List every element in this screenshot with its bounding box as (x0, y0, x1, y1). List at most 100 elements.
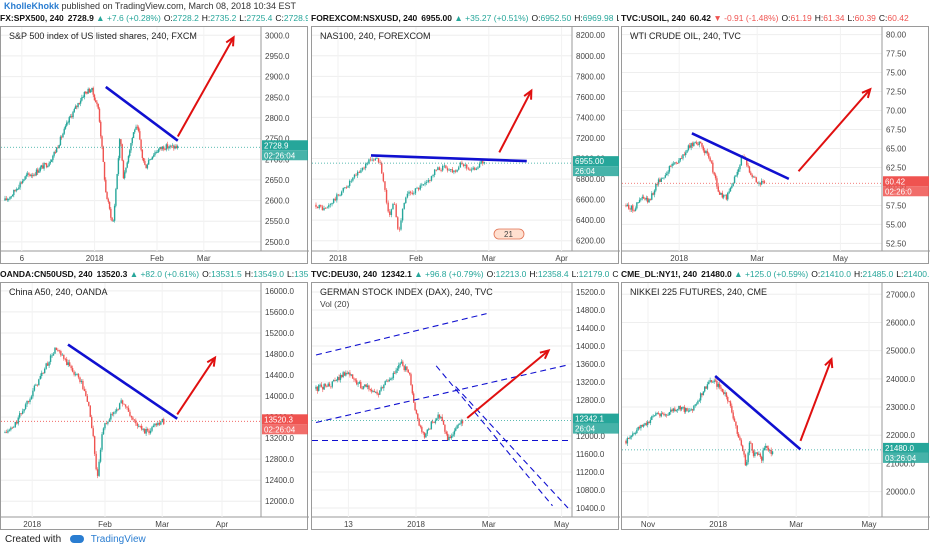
candle (50, 160, 53, 162)
candle (371, 159, 373, 161)
candle (756, 452, 759, 455)
y-tick-label: 2600.0 (265, 197, 290, 206)
trendline[interactable] (67, 343, 178, 420)
candle (336, 194, 338, 201)
y-tick-label: 2900.0 (265, 73, 290, 82)
forecast-arrow[interactable] (498, 90, 533, 153)
forecast-arrow[interactable] (466, 349, 550, 419)
chart-svg[interactable]: 16000.0 15600.0 15200.0 14800.0 14400.0 14000… (1, 283, 309, 531)
price-label: 13520.3 (264, 415, 293, 424)
candle (664, 175, 667, 178)
candle (342, 372, 344, 378)
y-tick-label: 7800.00 (576, 72, 605, 81)
candle (640, 424, 642, 429)
channel-line[interactable] (315, 313, 487, 356)
candle (79, 100, 82, 104)
last-price: 13520.3 (96, 269, 128, 279)
bar-countdown: 26:04 (575, 425, 596, 434)
candle (736, 171, 738, 176)
plot-area[interactable]: 27000.0 26000.0 25000.0 24000.0 23000.0 22000… (621, 282, 930, 531)
candle (444, 424, 446, 432)
candle (89, 90, 92, 93)
chart-svg[interactable]: 80.00 77.50 75.00 72.50 70.00 67.50 65.00 62.50… (622, 27, 930, 265)
symbol-name[interactable]: FX:SPX500, 240 (0, 13, 64, 23)
candle (96, 102, 98, 105)
symbol-name[interactable]: CME_DL:NY1!, 240 (621, 269, 698, 279)
y-tick-label: 55.00 (886, 220, 907, 229)
candle (158, 149, 160, 152)
candle (478, 163, 481, 168)
candle (61, 136, 63, 138)
channel-line[interactable] (435, 365, 553, 507)
forecast-arrow[interactable] (176, 36, 235, 138)
plot-area[interactable]: 8200.00 8000.00 7800.00 7600.00 7400.00 7200.… (311, 26, 620, 265)
plot-area[interactable]: 16000.0 15600.0 15200.0 14800.0 14400.0 14000… (0, 282, 309, 531)
candle (360, 170, 362, 173)
arrow-head (861, 87, 872, 99)
candle (357, 383, 359, 385)
x-tick-label: 2018 (86, 254, 104, 263)
candle (11, 194, 14, 197)
trendline[interactable] (370, 154, 527, 163)
tradingview-link[interactable]: TradingView (90, 534, 146, 545)
candle (379, 162, 381, 164)
chart-svg[interactable]: 8200.00 8000.00 7800.00 7600.00 7400.00 7200.… (312, 27, 620, 265)
candle (52, 155, 54, 161)
candle (461, 162, 463, 165)
x-tick-label: Mar (155, 520, 169, 529)
candle (110, 208, 112, 218)
candle (675, 162, 677, 164)
channel-line[interactable] (315, 364, 569, 424)
chart-title: NIKKEI 225 FUTURES, 240, CME (630, 287, 768, 297)
forecast-arrow[interactable] (799, 358, 833, 442)
forecast-arrow[interactable] (176, 357, 216, 416)
symbol-name[interactable]: OANDA:CN50USD, 240 (0, 269, 93, 279)
symbol-name[interactable]: TVC:USOIL, 240 (621, 13, 686, 23)
author-link[interactable]: KholleKhokk (4, 1, 60, 11)
price-change: +7.6 (+0.28%) (106, 13, 161, 23)
trendline[interactable] (714, 375, 802, 451)
candle (376, 391, 378, 394)
event-badge-icon[interactable] (493, 228, 525, 240)
candle (43, 163, 45, 169)
candle (73, 371, 75, 375)
candle (315, 204, 317, 207)
arrow-head (225, 35, 235, 47)
candle (30, 175, 33, 177)
candle (142, 429, 144, 430)
candle (452, 434, 454, 437)
candle (4, 432, 6, 434)
candle (760, 180, 763, 185)
y-tick-label: 8200.00 (576, 31, 605, 40)
candle (331, 202, 333, 205)
chart-svg[interactable]: 3000.02950.02900.02850.02800.02750.02700… (1, 27, 309, 265)
trendline[interactable] (105, 85, 179, 142)
plot-area[interactable]: 3000.02950.02900.02850.02800.02750.02700… (0, 26, 309, 265)
candle (398, 365, 400, 369)
candle (23, 408, 25, 412)
candle (403, 365, 405, 371)
candle (731, 405, 733, 413)
chart-svg[interactable]: 15200.0 14800.0 14400.0 14000.0 13600.0 13200… (312, 283, 620, 531)
channel-line[interactable] (455, 386, 569, 509)
candle (649, 199, 652, 201)
candle (111, 413, 114, 415)
candle (725, 194, 728, 200)
chart-svg[interactable]: 27000.0 26000.0 25000.0 24000.0 23000.0 22000… (622, 283, 930, 531)
trendline[interactable] (691, 132, 790, 181)
up-triangle-icon: ▲ (411, 269, 426, 279)
candle (736, 425, 738, 434)
ohlc-h-value: 61.34 (823, 13, 845, 23)
last-price: 2728.9 (67, 13, 94, 23)
candle (448, 169, 450, 171)
symbol-name[interactable]: TVC:DEU30, 240 (311, 269, 378, 279)
plot-area[interactable]: 80.00 77.50 75.00 72.50 70.00 67.50 65.00 62.50… (621, 26, 930, 265)
forecast-arrow[interactable] (797, 88, 871, 172)
candle (407, 370, 409, 373)
y-tick-label: 7400.00 (576, 113, 605, 122)
symbol-name[interactable]: FOREXCOM:NSXUSD, 240 (311, 13, 418, 23)
candle (432, 175, 434, 177)
plot-area[interactable]: 15200.0 14800.0 14400.0 14000.0 13600.0 13200… (311, 282, 620, 531)
candle (437, 414, 439, 419)
candle (445, 165, 447, 169)
